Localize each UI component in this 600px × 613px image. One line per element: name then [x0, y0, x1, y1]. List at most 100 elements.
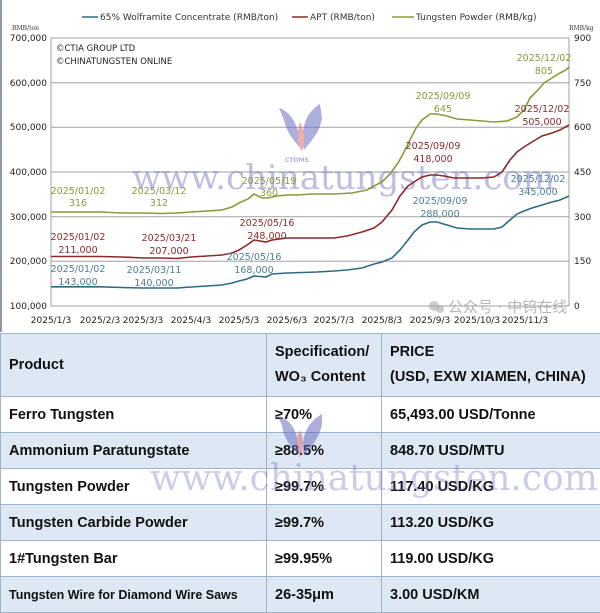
annotation-date: 2025/12/02 — [517, 53, 572, 64]
annotation-date: 2025/09/09 — [416, 91, 471, 102]
wechat-text: 公众号 · 中钨在线 — [448, 298, 567, 316]
right-tick: 450 — [574, 168, 591, 178]
x-tick: 2025/6/3 — [267, 316, 307, 326]
cell-price: 117.40 USD/KG — [382, 469, 600, 505]
annotation-value: 288,000 — [420, 209, 459, 220]
cell-product: Tungsten Wire for Diamond Wire Saws — [1, 577, 267, 613]
annotation-value: 805 — [535, 66, 553, 77]
left-tick: 100,000 — [10, 302, 47, 312]
cell-spec: ≥70% — [267, 397, 382, 433]
annotation-date: 2025/03/21 — [142, 233, 197, 244]
left-tick: 200,000 — [10, 257, 47, 267]
annotation-date: 2025/12/02 — [515, 104, 570, 115]
right-tick: 150 — [574, 257, 591, 267]
annotation-value: 418,000 — [413, 154, 452, 165]
table-row: Tungsten Carbide Powder ≥99.7% 113.20 US… — [1, 505, 600, 541]
cell-price: 848.70 USD/MTU — [382, 433, 600, 469]
table-row: 1#Tungsten Bar ≥99.95% 119.00 USD/KG — [1, 541, 600, 577]
annotation-value: 211,000 — [58, 245, 97, 256]
annotation-value: 645 — [434, 104, 452, 115]
table-row: Tungsten Wire for Diamond Wire Saws 26-3… — [1, 577, 600, 613]
annotation-value: 505,000 — [522, 117, 561, 128]
cell-product: Tungsten Powder — [1, 469, 267, 505]
header-price-line1: PRICE — [390, 340, 600, 365]
cell-product: 1#Tungsten Bar — [1, 541, 267, 577]
annotation-value: 140,000 — [134, 278, 173, 289]
x-tick: 2025/8/3 — [362, 316, 402, 326]
annotation-value: 168,000 — [234, 265, 273, 276]
table-header-row: Product Specification/ WO₃ Content PRICE… — [1, 334, 600, 397]
annotation-date: 2025/05/19 — [242, 176, 297, 187]
x-axis: 2025/1/3 2025/2/3 2025/3/3 2025/4/3 2025… — [31, 316, 548, 326]
cell-product: Ammonium Paratungstate — [1, 433, 267, 469]
cell-product: Tungsten Carbide Powder — [1, 505, 267, 541]
cell-price: 119.00 USD/KG — [382, 541, 600, 577]
annotation-date: 2025/12/02 — [511, 174, 566, 185]
right-axis: 900 750 600 450 300 150 0 — [574, 34, 591, 312]
annotation-date: 2025/01/02 — [51, 186, 106, 197]
x-tick: 2025/11/3 — [502, 316, 548, 326]
cell-spec: ≥99.95% — [267, 541, 382, 577]
cell-spec: ≥99.7% — [267, 469, 382, 505]
cell-price: 3.00 USD/KM — [382, 577, 600, 613]
annotation-value: 316 — [69, 198, 87, 209]
annotation-date: 2025/03/12 — [132, 186, 187, 197]
copyright-ctia: ©CTIA GROUP LTD — [56, 44, 136, 54]
annotation-date: 2025/09/09 — [406, 141, 461, 152]
annotation-value: 345,000 — [518, 187, 557, 198]
annotation-value: 143,000 — [58, 277, 97, 288]
header-price: PRICE (USD, EXW XIAMEN, CHINA) — [382, 334, 600, 397]
x-tick: 2025/4/3 — [171, 316, 211, 326]
header-spec: Specification/ WO₃ Content — [267, 334, 382, 397]
header-spec-line1: Specification/ — [275, 340, 381, 365]
annotation-date: 2025/09/09 — [413, 196, 468, 207]
right-tick: 600 — [574, 123, 591, 133]
right-tick: 900 — [574, 34, 591, 44]
x-tick: 2025/7/3 — [314, 316, 354, 326]
x-tick: 2025/2/3 — [80, 316, 120, 326]
annotation-value: 248,000 — [247, 231, 286, 242]
annotation-date: 2025/01/02 — [51, 232, 106, 243]
cell-price: 65,493.00 USD/Tonne — [382, 397, 600, 433]
x-tick: 2025/3/3 — [123, 316, 163, 326]
table-row: Tungsten Powder ≥99.7% 117.40 USD/KG — [1, 469, 600, 505]
right-axis-unit: RMB/kg — [569, 25, 594, 32]
left-tick: 300,000 — [10, 213, 47, 223]
chart-legend: 65% Wolframite Concentrate (RMB/ton) APT… — [82, 13, 537, 23]
price-chart: 65% Wolframite Concentrate (RMB/ton) APT… — [0, 0, 600, 332]
wechat-watermark: 公众号 · 中钨在线 — [429, 298, 567, 316]
annotation-date: 2025/03/11 — [127, 265, 182, 276]
x-tick: 2025/10/3 — [454, 316, 500, 326]
x-tick: 2025/5/3 — [219, 316, 259, 326]
annotation-date: 2025/05/16 — [240, 218, 295, 229]
left-tick: 700,000 — [10, 34, 47, 44]
right-tick: 0 — [574, 302, 580, 312]
legend-wolframite: 65% Wolframite Concentrate (RMB/ton) — [100, 13, 278, 23]
price-table: Product Specification/ WO₃ Content PRICE… — [0, 333, 600, 613]
table-row: Ferro Tungsten ≥70% 65,493.00 USD/Tonne — [1, 397, 600, 433]
ctoms-logo-icon: CTOMS — [279, 104, 322, 164]
left-axis-unit: RMB/ton — [12, 25, 39, 32]
chart-svg: 65% Wolframite Concentrate (RMB/ton) APT… — [2, 0, 600, 332]
copyright-online: ©CHINATUNGSTEN ONLINE — [56, 57, 172, 67]
left-axis: 700,000 600,000 500,000 400,000 300,000 … — [10, 34, 47, 312]
cell-spec: 26-35μm — [267, 577, 382, 613]
header-price-line2: (USD, EXW XIAMEN, CHINA) — [390, 365, 600, 390]
legend-apt: APT (RMB/ton) — [310, 13, 375, 23]
legend-powder: Tungsten Powder (RMB/kg) — [415, 13, 537, 23]
annotation-value: 312 — [150, 198, 168, 209]
cell-spec: ≥99.7% — [267, 505, 382, 541]
x-tick: 2025/1/3 — [31, 316, 71, 326]
header-product: Product — [1, 334, 267, 397]
right-tick: 300 — [574, 213, 591, 223]
left-tick: 600,000 — [10, 79, 47, 89]
annotation-value: 207,000 — [149, 246, 188, 257]
annotation-value: 360 — [260, 188, 278, 199]
cell-price: 113.20 USD/KG — [382, 505, 600, 541]
left-tick: 400,000 — [10, 168, 47, 178]
annotation-date: 2025/01/02 — [51, 264, 106, 275]
annotation-date: 2025/05/16 — [227, 252, 282, 263]
cell-spec: ≥88.5% — [267, 433, 382, 469]
cell-product: Ferro Tungsten — [1, 397, 267, 433]
header-spec-line2: WO₃ Content — [275, 365, 381, 390]
